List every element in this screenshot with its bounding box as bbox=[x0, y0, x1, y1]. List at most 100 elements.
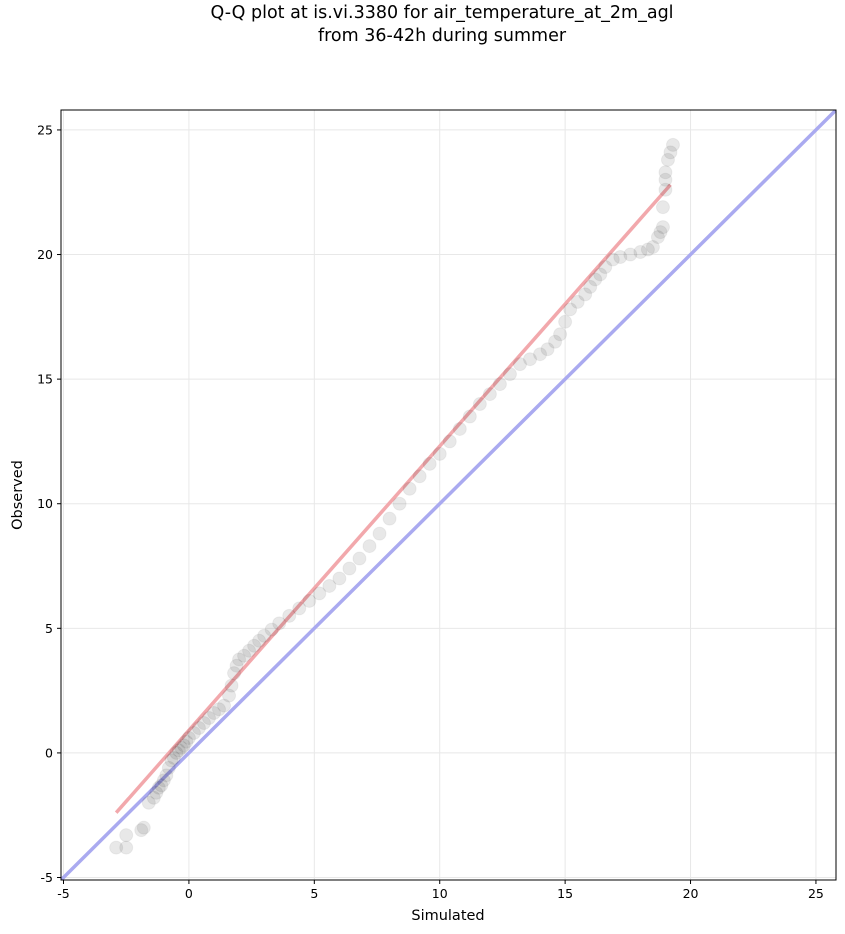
qq-point bbox=[247, 638, 262, 653]
qq-point bbox=[482, 387, 497, 402]
qq-point bbox=[362, 539, 377, 554]
plot-area bbox=[61, 110, 836, 880]
qq-point bbox=[372, 526, 387, 541]
qq-point bbox=[352, 551, 367, 566]
qq-point bbox=[312, 586, 327, 601]
qq-point bbox=[257, 628, 272, 643]
qq-point bbox=[224, 678, 239, 693]
qq-point bbox=[161, 760, 176, 775]
qq-point bbox=[119, 840, 134, 855]
qq-point bbox=[558, 314, 573, 329]
plot-frame bbox=[60, 109, 837, 881]
qq-point bbox=[382, 511, 397, 526]
qq-point bbox=[166, 750, 181, 765]
x-axis-ticks: -5 0 5 10 15 20 25 bbox=[57, 880, 824, 901]
qq-point bbox=[206, 706, 221, 721]
qq-point bbox=[149, 785, 164, 800]
qq-point bbox=[119, 828, 134, 843]
qq-point bbox=[452, 421, 467, 436]
x-tick-label: 15 bbox=[557, 886, 573, 901]
qq-point bbox=[645, 240, 660, 255]
qq-point bbox=[252, 633, 267, 648]
chart-title-line-1: Q-Q plot at is.vi.3380 for air_temperatu… bbox=[210, 3, 674, 23]
qq-point bbox=[665, 137, 680, 152]
qq-point bbox=[292, 601, 307, 616]
y-tick-label: 0 bbox=[45, 745, 53, 760]
qq-point bbox=[548, 334, 563, 349]
qq-point bbox=[146, 790, 161, 805]
chart-title: Q-Q plot at is.vi.3380 for air_temperatu… bbox=[0, 2, 845, 48]
qq-point bbox=[658, 172, 673, 187]
x-axis-label: Simulated bbox=[411, 908, 484, 924]
qq-point bbox=[660, 152, 675, 167]
qq-point bbox=[588, 272, 603, 287]
qq-point bbox=[605, 252, 620, 267]
qq-point bbox=[322, 578, 337, 593]
qq-point bbox=[232, 652, 247, 667]
qq-point bbox=[174, 740, 189, 755]
qq-point bbox=[282, 608, 297, 623]
qq-point bbox=[264, 622, 279, 637]
quantile-points bbox=[109, 137, 680, 855]
qq-point bbox=[229, 658, 244, 673]
qq-point bbox=[432, 446, 447, 461]
qq-point bbox=[402, 481, 417, 496]
y-axis-label: Observed bbox=[10, 460, 26, 530]
identity-line bbox=[61, 110, 836, 880]
qq-point bbox=[658, 182, 673, 197]
qq-point bbox=[222, 688, 237, 703]
qq-point bbox=[176, 738, 191, 753]
qq-point bbox=[227, 666, 242, 681]
qq-point bbox=[655, 220, 670, 235]
qq-point bbox=[512, 357, 527, 372]
qq-point bbox=[156, 773, 171, 788]
qq-point bbox=[623, 247, 638, 262]
x-tick-label: 5 bbox=[310, 886, 318, 901]
x-tick-label: 25 bbox=[808, 886, 824, 901]
qq-point bbox=[658, 165, 673, 180]
qq-point bbox=[151, 780, 166, 795]
qq-point bbox=[196, 716, 211, 731]
qq-point bbox=[462, 409, 477, 424]
y-tick-label: 15 bbox=[37, 372, 53, 387]
qq-point bbox=[655, 200, 670, 215]
qq-point bbox=[272, 616, 287, 631]
qq-point bbox=[553, 327, 568, 342]
qq-point bbox=[171, 743, 186, 758]
qq-point bbox=[186, 725, 201, 740]
qq-point bbox=[191, 720, 206, 735]
fit-line bbox=[114, 183, 672, 814]
qq-point bbox=[164, 753, 179, 768]
qq-point bbox=[217, 698, 232, 713]
qq-point bbox=[583, 279, 598, 294]
qq-point bbox=[179, 734, 194, 749]
qq-point bbox=[201, 711, 216, 726]
qq-point bbox=[237, 648, 252, 663]
y-tick-label: 20 bbox=[37, 247, 53, 262]
qq-point bbox=[141, 795, 156, 810]
qq-point bbox=[242, 643, 257, 658]
qq-point bbox=[653, 225, 668, 240]
qq-point bbox=[502, 367, 517, 382]
x-tick-label: 10 bbox=[432, 886, 448, 901]
qq-point bbox=[181, 730, 196, 745]
qq-point bbox=[442, 434, 457, 449]
y-tick-label: -5 bbox=[41, 870, 53, 885]
qq-point bbox=[422, 456, 437, 471]
qq-point bbox=[492, 377, 507, 392]
qq-point bbox=[472, 397, 487, 412]
y-tick-label: 10 bbox=[37, 496, 53, 511]
y-axis-ticks: -5 0 5 10 15 20 25 bbox=[37, 122, 61, 885]
qq-point bbox=[154, 778, 169, 793]
qq-point bbox=[523, 352, 538, 367]
qq-point bbox=[302, 593, 317, 608]
qq-point bbox=[136, 820, 151, 835]
qq-point bbox=[563, 302, 578, 317]
qq-point bbox=[109, 840, 124, 855]
chart-title-line-2: from 36-42h during summer bbox=[317, 26, 567, 46]
qq-point bbox=[613, 250, 628, 265]
x-tick-label: 0 bbox=[185, 886, 193, 901]
x-tick-label: 20 bbox=[683, 886, 699, 901]
qq-point bbox=[159, 768, 174, 783]
